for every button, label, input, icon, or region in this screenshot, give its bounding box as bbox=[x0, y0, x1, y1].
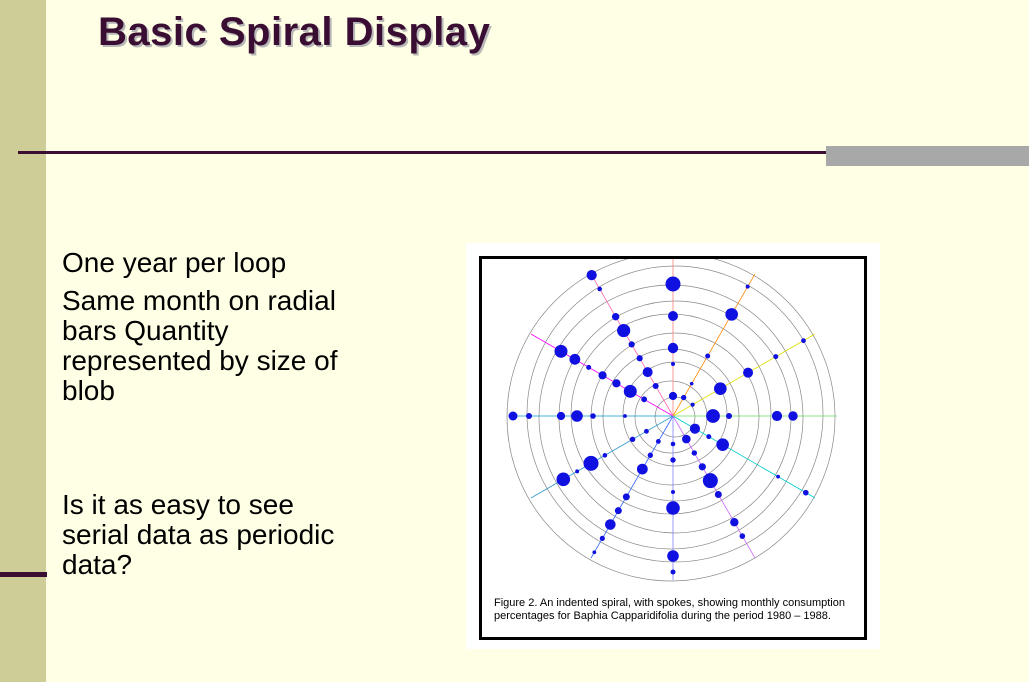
spiral-blob bbox=[773, 354, 779, 360]
spiral-blob bbox=[597, 286, 602, 292]
spiral-blob bbox=[647, 452, 654, 458]
spiral-blob bbox=[652, 382, 659, 389]
title-divider-accent bbox=[826, 146, 1029, 166]
spiral-blob bbox=[614, 507, 622, 515]
spiral-blob bbox=[599, 535, 605, 541]
spiral-blob bbox=[670, 441, 676, 447]
spiral-blob bbox=[667, 342, 679, 354]
spiral-blob bbox=[655, 439, 661, 444]
spiral-blob bbox=[668, 391, 678, 401]
spiral-blob bbox=[569, 353, 581, 365]
spiral-blob bbox=[670, 569, 676, 575]
left-bar-accent-stripe bbox=[0, 572, 47, 577]
bullet-serial-vs-periodic: Is it as easy to see serial data as peri… bbox=[62, 489, 335, 580]
spiral-blob bbox=[671, 362, 675, 366]
spiral-blob bbox=[575, 469, 580, 474]
spiral-blob bbox=[725, 308, 738, 321]
spiral-blob bbox=[666, 501, 680, 515]
spiral-blob bbox=[739, 533, 746, 539]
spiral-blob bbox=[668, 311, 678, 321]
spiral-blob bbox=[617, 323, 631, 338]
spiral-blob bbox=[629, 436, 636, 443]
spiral-chart bbox=[506, 259, 837, 582]
spiral-blob bbox=[682, 434, 691, 444]
spiral-blob bbox=[730, 518, 739, 527]
spiral-blob bbox=[602, 453, 608, 458]
spiral-ring bbox=[506, 259, 836, 582]
spiral-blob bbox=[714, 491, 722, 499]
spiral-blob bbox=[598, 371, 607, 380]
spiral-blob bbox=[590, 413, 596, 419]
spiral-blob bbox=[706, 409, 720, 423]
spiral-blob bbox=[788, 411, 798, 421]
spiral-blob bbox=[592, 550, 597, 555]
spiral-blob bbox=[670, 457, 676, 463]
title-divider bbox=[18, 151, 1029, 154]
spiral-blob bbox=[612, 379, 621, 388]
spiral-blob bbox=[508, 411, 518, 421]
slide-title: Basic Spiral Display bbox=[98, 10, 491, 54]
spiral-blob bbox=[586, 364, 592, 370]
spiral-blob bbox=[571, 410, 583, 422]
spiral-blobs bbox=[508, 270, 809, 575]
left-accent-bar bbox=[0, 0, 46, 682]
spiral-blob bbox=[689, 423, 701, 434]
spiral-blob bbox=[611, 312, 620, 321]
spiral-spoke bbox=[672, 273, 756, 417]
spiral-blob bbox=[691, 450, 698, 456]
spiral-blob bbox=[644, 428, 649, 434]
spiral-blob bbox=[743, 367, 754, 378]
spiral-blob bbox=[716, 438, 729, 451]
spiral-blob bbox=[671, 490, 675, 494]
figure-caption: Figure 2. An indented spiral, with spoke… bbox=[494, 597, 845, 622]
bullet-one-year-per-loop: One year per loop bbox=[62, 247, 287, 278]
spiral-blob bbox=[776, 474, 780, 479]
spiral-blob bbox=[556, 472, 571, 487]
spiral-blob bbox=[526, 413, 532, 419]
spiral-blob bbox=[556, 411, 566, 421]
spiral-blob bbox=[623, 414, 627, 418]
spiral-blob bbox=[745, 284, 750, 289]
spiral-blob bbox=[705, 353, 711, 359]
spiral-blob bbox=[726, 413, 732, 419]
spiral-blob bbox=[605, 519, 616, 530]
spiral-blob bbox=[641, 396, 648, 403]
spiral-blob bbox=[802, 489, 809, 496]
spiral-blob bbox=[680, 394, 687, 401]
spiral-spoke bbox=[530, 415, 674, 499]
spiral-blob bbox=[636, 355, 643, 362]
spiral-blob bbox=[714, 382, 727, 395]
spiral-blob bbox=[771, 410, 783, 422]
spiral-blob bbox=[622, 493, 630, 501]
spiral-blob bbox=[583, 455, 599, 471]
spiral-blob bbox=[690, 402, 695, 407]
spiral-blob bbox=[698, 463, 706, 471]
spiral-blob bbox=[706, 434, 712, 440]
spiral-blob bbox=[801, 338, 806, 344]
spiral-blob bbox=[623, 384, 637, 398]
spiral-blob bbox=[636, 463, 648, 475]
spiral-blob bbox=[628, 341, 635, 348]
spiral-figure: Figure 2. An indented spiral, with spoke… bbox=[479, 256, 867, 640]
spiral-blob bbox=[586, 270, 597, 281]
bullet-list: One year per loop Same month on radial b… bbox=[62, 248, 362, 580]
spiral-blob bbox=[665, 276, 681, 292]
spiral-blob bbox=[689, 381, 694, 386]
bullet-same-month-radial: Same month on radial bars Quantity repre… bbox=[62, 285, 338, 406]
spiral-blob bbox=[702, 473, 718, 489]
spiral-blob bbox=[642, 367, 653, 378]
spiral-blob bbox=[667, 550, 679, 562]
spiral-blob bbox=[554, 344, 568, 358]
